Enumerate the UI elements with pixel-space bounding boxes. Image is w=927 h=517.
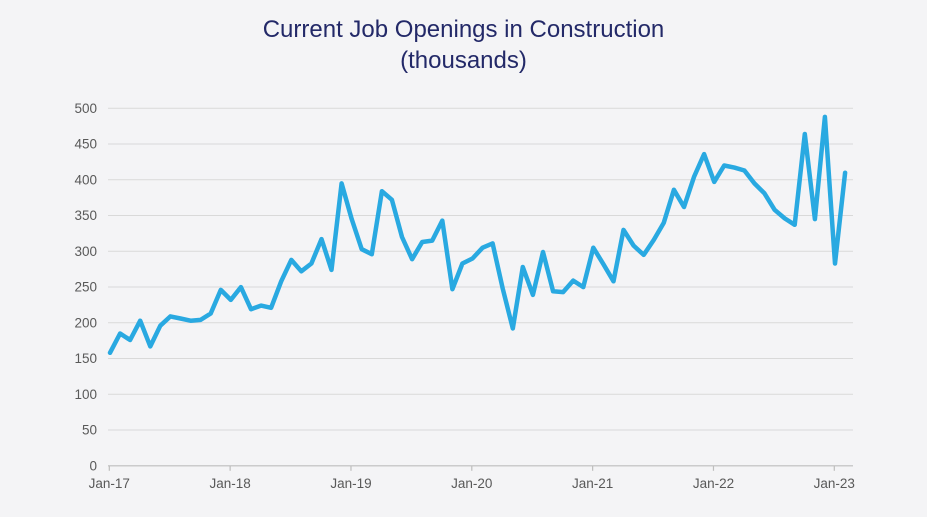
x-tick-label: Jan-17 [89, 476, 130, 491]
y-tick-label: 200 [74, 315, 97, 330]
y-tick-label: 300 [74, 244, 97, 259]
x-tick-label: Jan-18 [209, 476, 250, 491]
y-tick-label: 0 [89, 458, 97, 473]
x-tick-label: Jan-23 [814, 476, 855, 491]
chart-title: Current Job Openings in Construction (th… [0, 14, 927, 76]
y-axis-tick-labels: 0 50 100 150 200 250 300 350 400 450 500 [74, 101, 97, 473]
x-tick-label: Jan-20 [451, 476, 492, 491]
y-tick-label: 350 [74, 208, 97, 223]
y-tick-label: 150 [74, 351, 97, 366]
x-axis: Jan-17 Jan-18 Jan-19 Jan-20 Jan-21 Jan-22 Jan-… [89, 465, 855, 491]
x-tick-label: Jan-19 [330, 476, 371, 491]
chart-title-line1: Current Job Openings in Construction [262, 16, 665, 43]
y-tick-label: 250 [74, 280, 97, 295]
y-tick-label: 50 [82, 423, 97, 438]
job-openings-data-line [107, 114, 848, 356]
x-tick-label: Jan-22 [693, 476, 734, 491]
x-tick-label: Jan-21 [572, 476, 613, 491]
y-tick-label: 450 [74, 137, 97, 152]
chart-title-line2: (thousands) [400, 47, 527, 74]
y-tick-label: 100 [74, 387, 97, 402]
gridlines [108, 107, 853, 431]
y-tick-label: 500 [74, 101, 97, 116]
y-tick-label: 400 [74, 172, 97, 187]
